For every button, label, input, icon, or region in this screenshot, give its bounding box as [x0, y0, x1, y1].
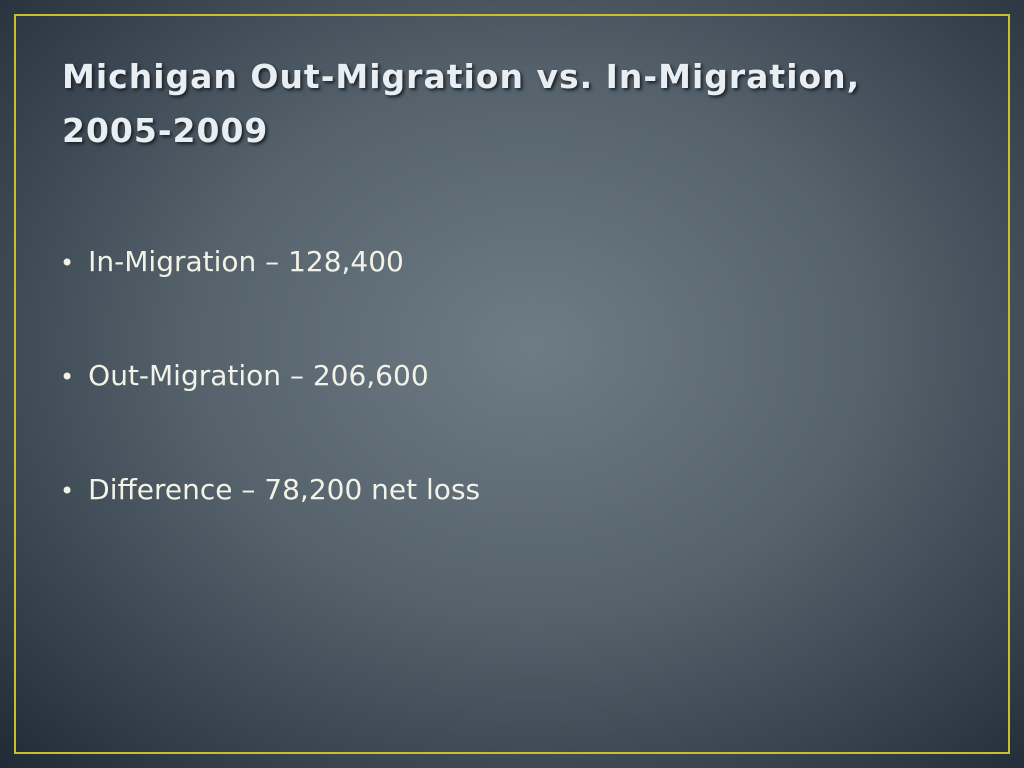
bullet: Out-Migration – 206,600 [60, 352, 480, 466]
slide-frame [14, 14, 1010, 754]
bullet: Difference – 78,200 net loss [60, 466, 480, 580]
slide-title: Michigan Out-Migration vs. In-Migration,… [62, 57, 861, 150]
bullet-list: In-Migration – 128,400 Out-Migration – 2… [60, 238, 480, 580]
bullet: In-Migration – 128,400 [60, 238, 480, 352]
